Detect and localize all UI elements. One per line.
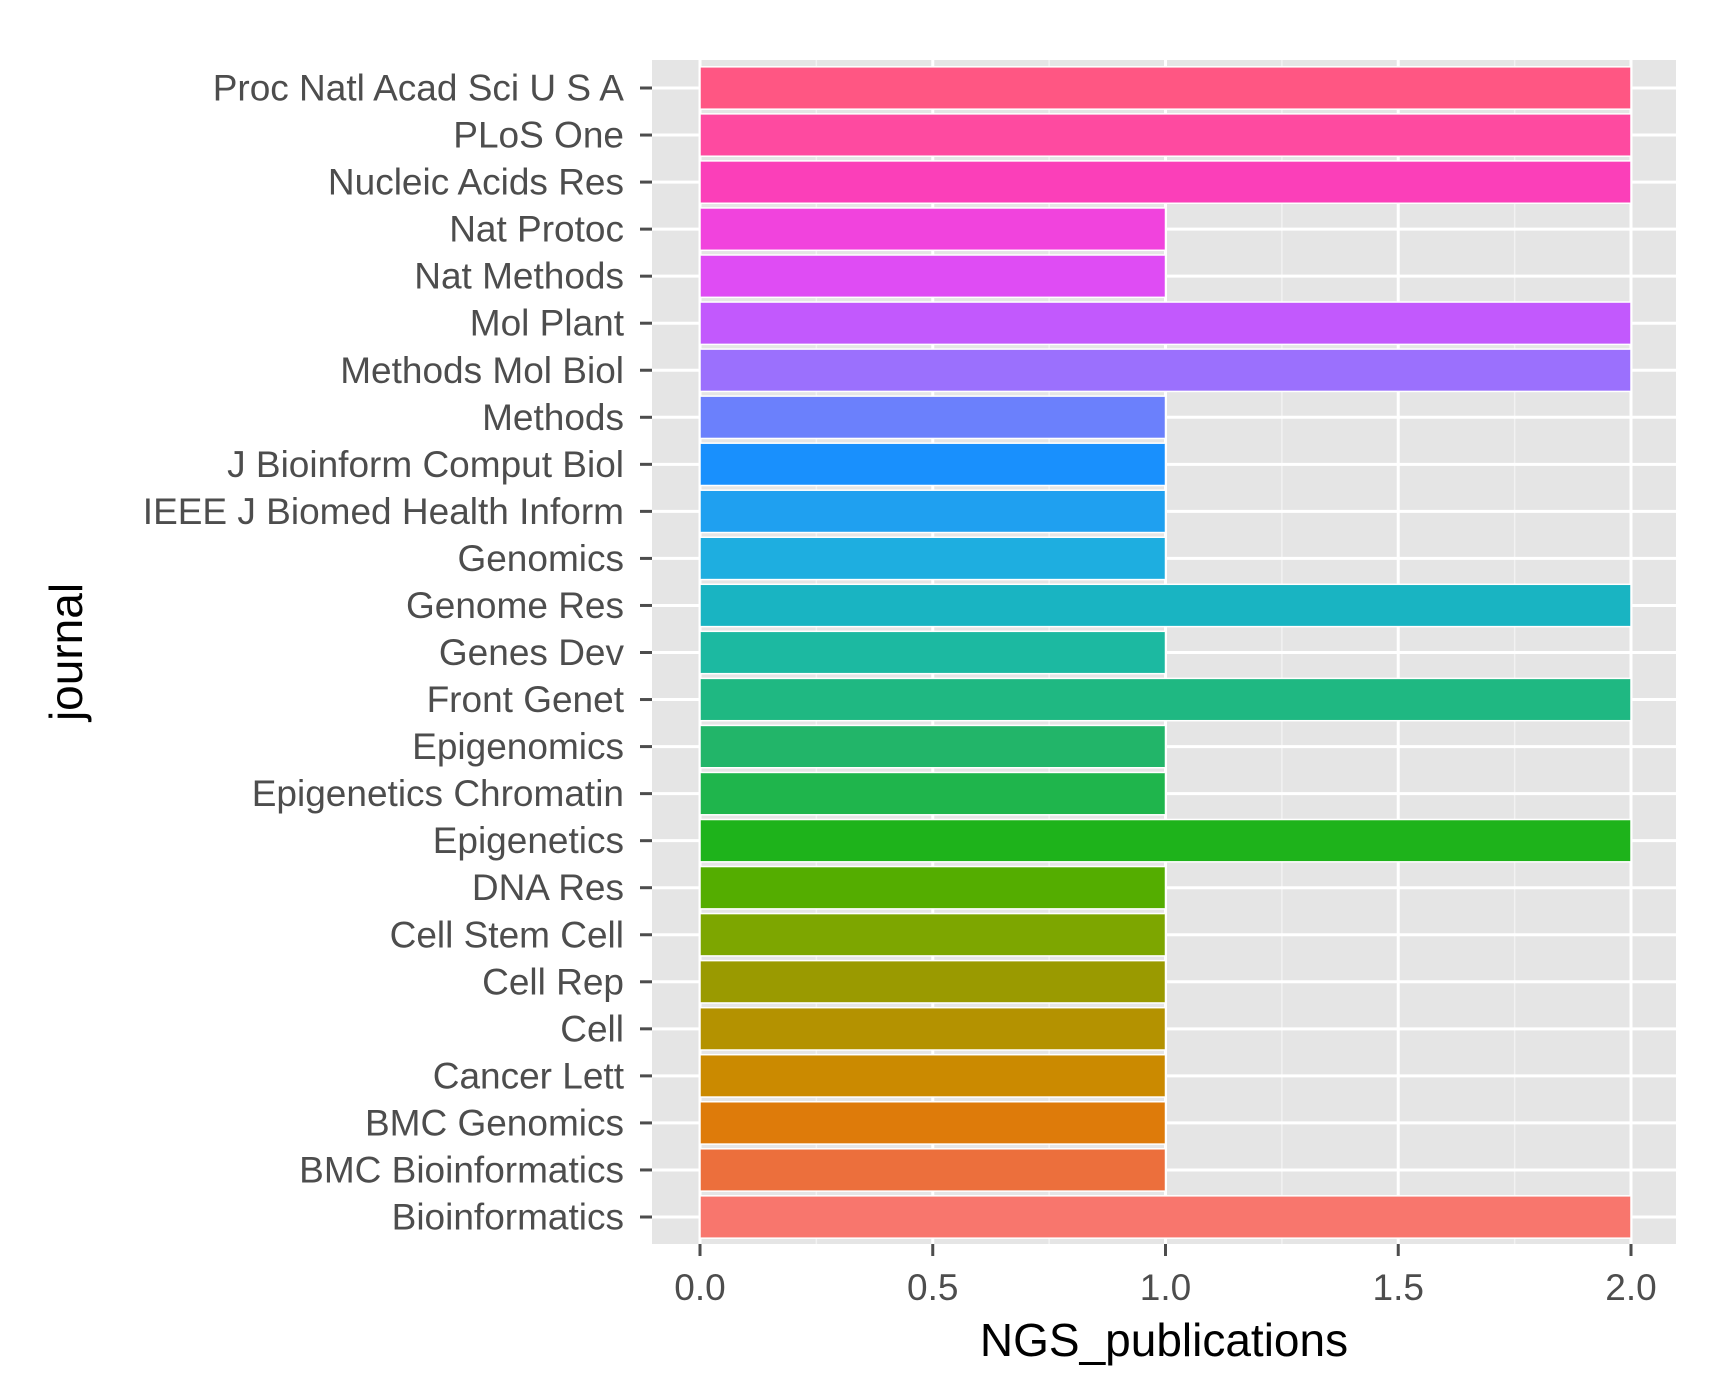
y-tick-label: Mol Plant <box>470 303 625 344</box>
y-tick-label: Epigenomics <box>412 726 624 767</box>
x-axis-title: NGS_publications <box>980 1314 1348 1366</box>
y-tick-label: J Bioinform Comput Biol <box>227 444 624 485</box>
bar <box>699 207 1167 252</box>
x-tick-label: 1.5 <box>1373 1267 1424 1308</box>
bar <box>699 1100 1167 1145</box>
bar <box>699 1195 1632 1239</box>
bar <box>699 959 1167 1004</box>
bar <box>699 724 1167 769</box>
y-tick-label: Epigenetics <box>433 820 624 861</box>
y-tick-label: IEEE J Biomed Health Inform <box>143 491 624 532</box>
y-tick-label: BMC Genomics <box>365 1102 624 1143</box>
x-tick-label: 0.5 <box>907 1267 958 1308</box>
bar <box>699 442 1167 487</box>
y-tick-label: Bioinformatics <box>392 1197 624 1238</box>
bar <box>699 348 1632 393</box>
y-tick-label: Front Genet <box>427 679 625 720</box>
y-tick-label: DNA Res <box>472 867 624 908</box>
y-tick-label: Epigenetics Chromatin <box>252 773 624 814</box>
x-tick-label: 0.0 <box>674 1267 725 1308</box>
bar <box>699 160 1632 205</box>
bar <box>699 301 1632 346</box>
bar <box>699 66 1632 110</box>
y-tick-label: Methods Mol Biol <box>340 350 624 391</box>
y-tick-label: Cancer Lett <box>433 1055 625 1096</box>
bar <box>699 818 1632 863</box>
bar <box>699 912 1167 957</box>
y-tick-label: Methods <box>482 397 624 438</box>
bar <box>699 1148 1167 1192</box>
bar <box>699 630 1167 675</box>
bar <box>699 771 1167 816</box>
y-tick-label: PLoS One <box>453 115 624 156</box>
bar <box>699 536 1167 581</box>
y-tick-label: Cell <box>560 1008 624 1049</box>
y-tick-label: Genomics <box>457 538 624 579</box>
y-tick-label: Nat Protoc <box>449 209 624 250</box>
y-tick-label: Proc Natl Acad Sci U S A <box>213 68 625 109</box>
y-tick-label: Nat Methods <box>414 256 624 297</box>
bar <box>699 254 1167 299</box>
y-axis-title: journal <box>40 583 92 723</box>
y-tick-label: Genome Res <box>406 585 624 626</box>
bar <box>699 113 1632 157</box>
bar <box>699 1006 1167 1051</box>
y-tick-label: Cell Stem Cell <box>390 914 624 955</box>
y-tick-label: BMC Bioinformatics <box>299 1149 624 1190</box>
x-tick-label: 1.0 <box>1140 1267 1191 1308</box>
bar <box>699 1053 1167 1098</box>
bar <box>699 583 1632 628</box>
y-tick-label: Cell Rep <box>482 961 624 1002</box>
y-tick-label: Nucleic Acids Res <box>328 162 624 203</box>
bar <box>699 489 1167 534</box>
bar <box>699 865 1167 910</box>
bar <box>699 677 1632 722</box>
x-tick-label: 2.0 <box>1605 1267 1656 1308</box>
bar <box>699 395 1167 440</box>
y-tick-label: Genes Dev <box>439 632 625 673</box>
